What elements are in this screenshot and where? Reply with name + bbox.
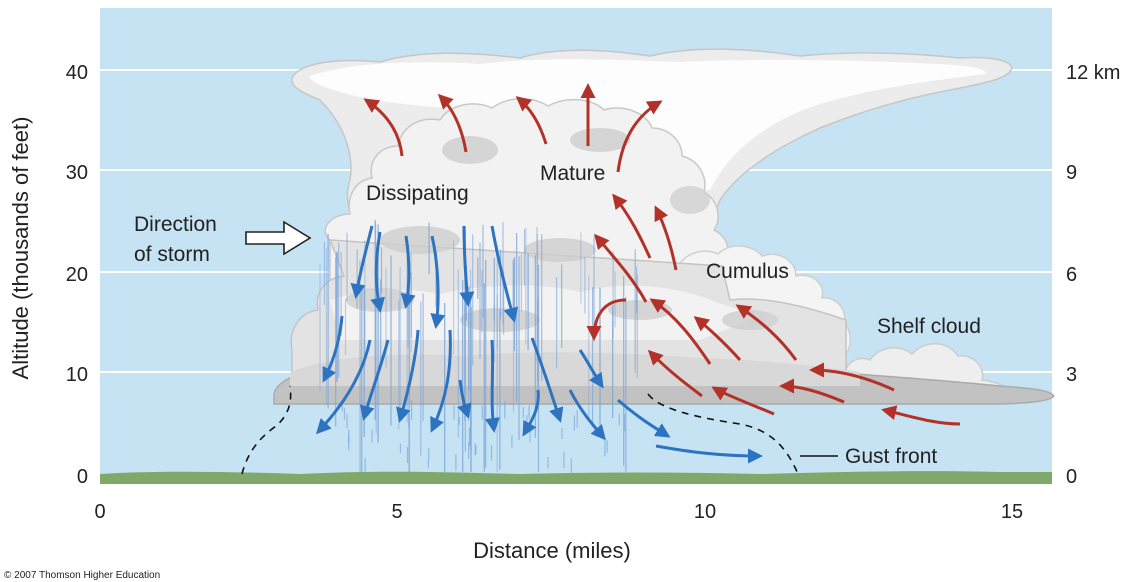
downdraft-arrow — [484, 339, 500, 433]
y-right-tick-label: 9 — [1066, 162, 1077, 184]
updraft-arrow — [881, 405, 961, 426]
y-tick-label: 10 — [66, 364, 88, 386]
downdraft-arrow — [430, 329, 452, 433]
label-gust-front: Gust front — [845, 445, 937, 468]
rain-streaks — [319, 220, 638, 477]
x-axis-title: Distance (miles) — [473, 538, 631, 563]
copyright-notice: © 2007 Thomson Higher Education — [4, 570, 160, 581]
updraft-arrow — [711, 386, 775, 416]
updraft-arrow — [437, 93, 468, 153]
updraft-arrow — [649, 298, 712, 365]
updraft-arrow — [515, 96, 548, 145]
x-tick-label: 0 — [94, 501, 105, 523]
downdraft-arrow — [430, 235, 446, 329]
y-axis-right: 0 3 6 9 12 km — [1066, 62, 1120, 488]
downdraft-arrow — [578, 349, 604, 389]
y-axis-title: Altitude (thousands of feet) — [8, 117, 33, 380]
updraft-arrows — [363, 83, 961, 426]
downdraft-arrow — [350, 225, 374, 299]
downdraft-arrow — [655, 444, 763, 464]
updraft-arrow — [735, 304, 798, 361]
gust-front-boundary — [241, 385, 799, 475]
updraft-arrow — [612, 193, 652, 259]
downdraft-arrow — [322, 315, 344, 383]
y-right-tick-label: 3 — [1066, 364, 1077, 386]
y-right-tick-label: 6 — [1066, 264, 1077, 286]
y-right-tick-label: 0 — [1066, 466, 1077, 488]
y-tick-label: 30 — [66, 162, 88, 184]
downdraft-arrow — [396, 329, 420, 423]
updraft-arrow — [363, 98, 404, 157]
x-axis: 0 5 10 15 Distance (miles) — [94, 501, 1023, 563]
updraft-arrow — [809, 362, 895, 392]
downdraft-arrows — [315, 225, 763, 464]
downdraft-arrow — [315, 339, 372, 435]
y-tick-label: 0 — [77, 466, 88, 488]
label-mature: Mature — [540, 162, 605, 185]
x-tick-label: 15 — [1001, 501, 1023, 523]
label-dissipating: Dissipating — [366, 182, 469, 205]
downdraft-arrow — [530, 337, 564, 423]
y-tick-label: 20 — [66, 264, 88, 286]
updraft-arrow — [586, 298, 627, 341]
label-direction-line2: of storm — [134, 243, 210, 266]
downdraft-arrow — [459, 225, 475, 307]
downdraft-arrow — [457, 379, 472, 419]
y-right-tick-label: 12 km — [1066, 62, 1120, 84]
updraft-arrow — [616, 100, 663, 173]
downdraft-arrow — [370, 231, 386, 313]
updraft-arrow — [779, 378, 845, 404]
y-tick-label: 40 — [66, 62, 88, 84]
updraft-arrow — [654, 205, 678, 271]
downdraft-arrow — [359, 339, 390, 421]
downdraft-arrow — [400, 235, 416, 309]
downdraft-arrow — [617, 398, 671, 438]
x-tick-label: 5 — [391, 501, 402, 523]
updraft-arrow — [647, 349, 703, 398]
label-direction-line1: Direction — [134, 213, 217, 236]
label-cumulus: Cumulus — [706, 260, 789, 283]
x-tick-label: 10 — [694, 501, 716, 523]
downdraft-arrow — [568, 389, 606, 441]
updraft-arrow — [594, 233, 648, 303]
downdraft-arrow — [522, 389, 540, 437]
direction-arrow-icon — [245, 220, 312, 256]
updraft-arrow — [693, 316, 742, 361]
ground — [100, 471, 1052, 484]
downdraft-arrow — [490, 225, 519, 323]
y-axis-left: 0 10 20 30 40 Altitude (thousands of fee… — [8, 62, 88, 488]
label-shelf-cloud: Shelf cloud — [877, 315, 981, 338]
